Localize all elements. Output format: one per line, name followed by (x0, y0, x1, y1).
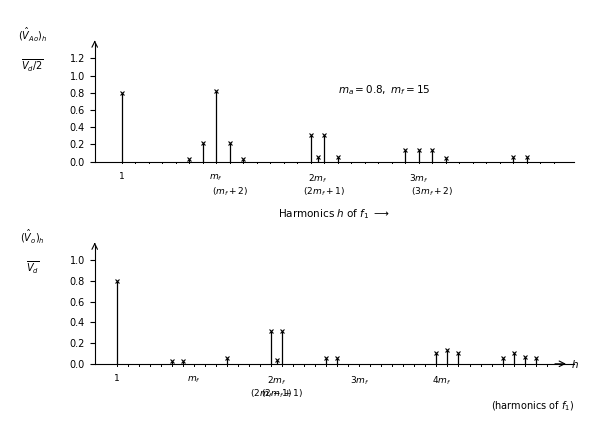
Text: $3m_f$: $3m_f$ (409, 172, 429, 185)
Text: $2m_f$: $2m_f$ (308, 172, 327, 185)
Text: $(2m_f + 1)$: $(2m_f + 1)$ (303, 185, 345, 198)
Text: 1: 1 (114, 374, 120, 383)
Text: $(3m_f + 2)$: $(3m_f + 2)$ (411, 185, 453, 198)
Text: $m_a = 0.8,\ m_f = 15$: $m_a = 0.8,\ m_f = 15$ (338, 83, 430, 97)
Text: Harmonics $h$ of $f_1\ \longrightarrow$: Harmonics $h$ of $f_1\ \longrightarrow$ (278, 207, 391, 221)
Text: $m_f$: $m_f$ (187, 374, 201, 385)
Text: $(2m_f + 1)$: $(2m_f + 1)$ (261, 388, 303, 400)
Text: $2m_f$: $2m_f$ (267, 374, 287, 387)
Text: $\overline{V_d}$: $\overline{V_d}$ (25, 259, 39, 276)
Text: 1: 1 (119, 172, 124, 181)
Text: $\overline{V_d/2}$: $\overline{V_d/2}$ (21, 57, 44, 74)
Text: $3m_f$: $3m_f$ (349, 374, 369, 387)
Text: $(2m_f - 1)$: $(2m_f - 1)$ (250, 388, 292, 400)
Text: $(m_f + 2)$: $(m_f + 2)$ (212, 185, 248, 198)
Text: $h$: $h$ (571, 358, 580, 370)
Text: $(\hat{V}_o)_h$: $(\hat{V}_o)_h$ (20, 227, 45, 245)
Text: $m_f$: $m_f$ (210, 172, 223, 183)
Text: $(\hat{V}_{Ao})_h$: $(\hat{V}_{Ao})_h$ (18, 25, 47, 43)
Text: $4m_f$: $4m_f$ (432, 374, 452, 387)
Text: (harmonics of $f_1$): (harmonics of $f_1$) (491, 399, 574, 413)
